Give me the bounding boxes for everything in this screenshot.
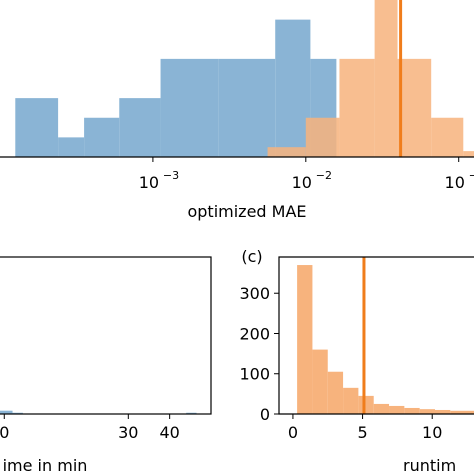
panel-label: (c) [241, 247, 262, 266]
histogram-bar [397, 58, 432, 157]
histogram-bar [15, 98, 59, 157]
histogram-bar [431, 117, 464, 157]
y-tick-label: 200 [239, 324, 270, 343]
histogram-bar [84, 117, 120, 157]
histogram-bar [267, 147, 306, 157]
histogram-bar [119, 98, 161, 157]
histogram-bar [297, 265, 313, 414]
x-tick-label: 10 [422, 423, 442, 442]
histogram-bar [389, 405, 405, 414]
x-tick-label: 5 [357, 423, 367, 442]
x-axis-label: ime in min [3, 456, 88, 474]
y-tick-label: 300 [239, 284, 270, 303]
panel-bottom-left: 0 30 40 ime in min [0, 256, 212, 474]
x-tick-label: 0 [0, 423, 9, 442]
histogram-bar [305, 117, 340, 157]
x-axis-label: runtim [403, 456, 456, 474]
histogram-bar [373, 403, 390, 414]
x-tick-label: 0 [288, 423, 298, 442]
histogram-bar [463, 151, 474, 157]
histogram-bar [58, 137, 85, 157]
x-tick-label: 10 [445, 173, 465, 192]
histogram-bar [435, 409, 451, 414]
histogram-bar [343, 387, 359, 414]
histogram-bar [358, 395, 374, 414]
histogram-bar [0, 410, 13, 414]
histogram-bar [312, 349, 328, 414]
histogram-bar [160, 58, 219, 157]
x-tick-exponent: −2 [316, 169, 332, 182]
panel-bottom-right: 0 100 200 300 0 5 10 (c) runtim [239, 247, 474, 474]
y-tick-label: 0 [260, 405, 270, 424]
panel-top: 10 −3 10 −2 10 −1 optimized MAE [0, 0, 474, 221]
histogram-bar [404, 407, 420, 414]
plot-frame [278, 256, 474, 415]
x-tick-label: 30 [118, 423, 138, 442]
x-tick-exponent: −1 [469, 169, 474, 182]
histogram-bar [419, 409, 435, 414]
histogram-bar [339, 58, 375, 157]
histogram-bar [186, 412, 197, 414]
x-tick-label: 10 [292, 173, 312, 192]
x-tick-label: 40 [159, 423, 179, 442]
x-tick-exponent: −3 [163, 169, 179, 182]
histogram-bar [374, 0, 398, 157]
x-tick-label: 10 [139, 173, 159, 192]
histogram-bar [12, 412, 23, 414]
y-tick-label: 100 [239, 365, 270, 384]
plot-frame [0, 256, 212, 415]
x-axis-label: optimized MAE [187, 202, 306, 221]
histogram-bar [218, 58, 276, 157]
histogram-bar [450, 410, 474, 414]
histogram-bar [327, 371, 344, 414]
histogram-bar [275, 19, 311, 157]
